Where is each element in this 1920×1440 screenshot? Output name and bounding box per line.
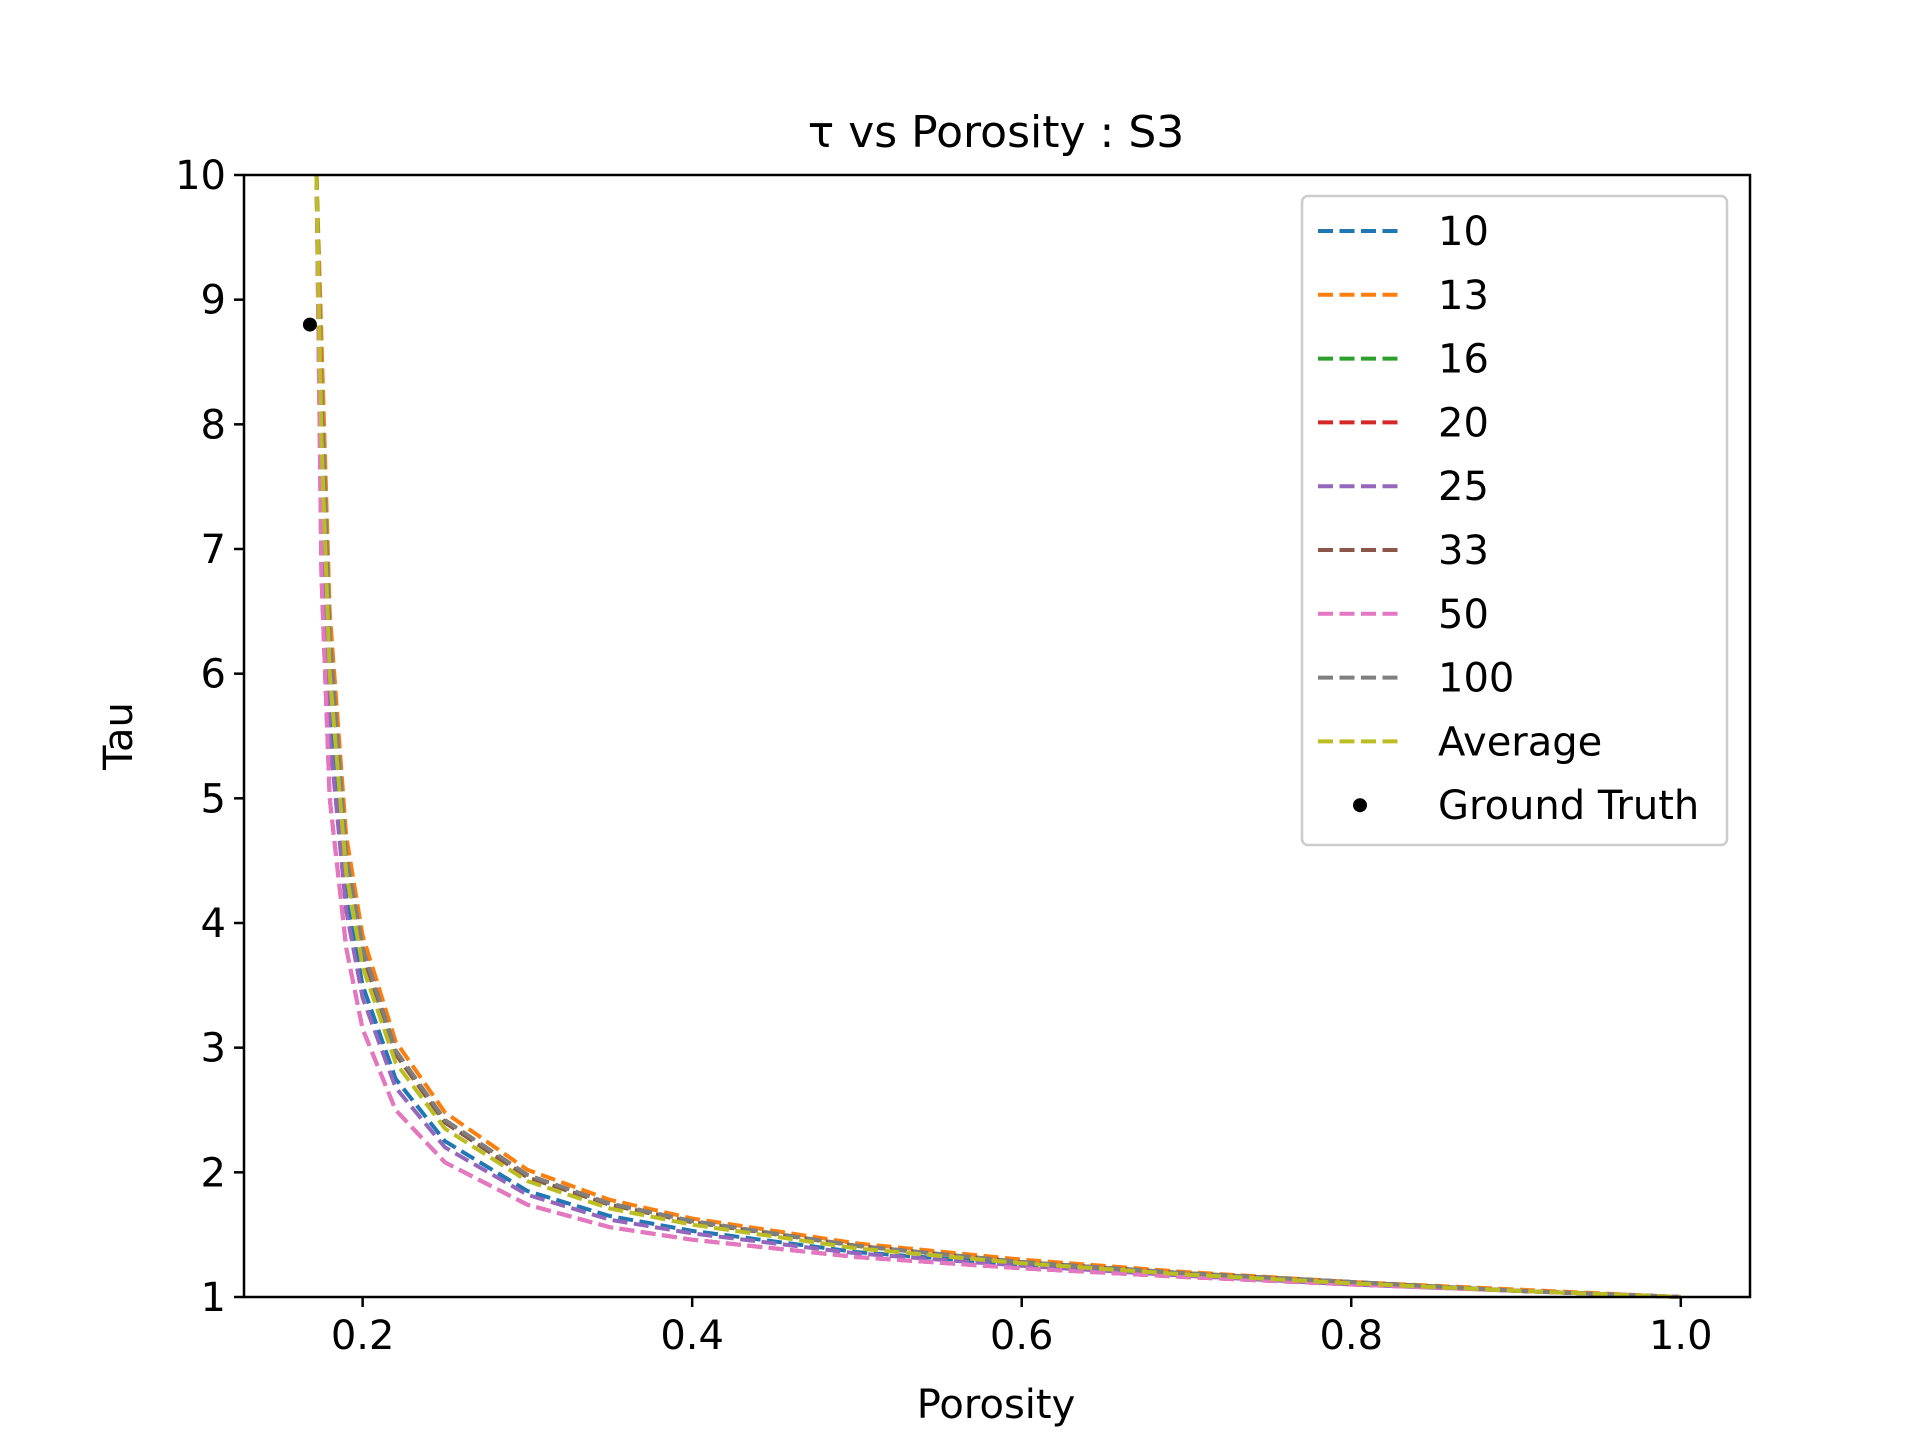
- y-tick-label: 3: [201, 1026, 226, 1072]
- legend-items: 10 13 16 20 25 33 50 100 Average Ground Truth: [1318, 209, 1699, 829]
- x-axis: 0.2 0.4 0.6 0.8 1.0: [331, 1297, 1713, 1359]
- points-layer: [302, 317, 317, 332]
- legend-box: [1300, 194, 1729, 847]
- legend-label-6: 50: [1438, 592, 1489, 638]
- series-line-8: [314, 174, 1681, 1299]
- chart-title: τ vs Porosity : S3: [808, 107, 1185, 158]
- y-tick-label: 4: [201, 901, 226, 947]
- legend-label-7: 100: [1438, 656, 1514, 702]
- x-tick-label: 0.6: [990, 1313, 1054, 1359]
- legend-swatch-9: [1353, 798, 1367, 813]
- legend-label-0: 10: [1438, 209, 1489, 255]
- y-tick-label: 9: [201, 278, 226, 324]
- x-tick-label: 0.8: [1319, 1313, 1383, 1359]
- series-line-6: [314, 174, 1681, 1299]
- legend-label-5: 33: [1438, 528, 1489, 574]
- legend-label-2: 16: [1438, 337, 1489, 383]
- x-tick-label: 1.0: [1649, 1313, 1713, 1359]
- legend-label-3: 20: [1438, 400, 1489, 446]
- legend-label-1: 13: [1438, 273, 1489, 319]
- x-tick-label: 0.4: [660, 1313, 724, 1359]
- x-tick-label: 0.2: [331, 1313, 395, 1359]
- y-tick-label: 5: [201, 776, 226, 822]
- y-tick-label: 1: [201, 1275, 226, 1321]
- y-axis-label: Tau: [96, 702, 142, 771]
- y-tick-label: 10: [175, 153, 226, 199]
- ground-truth-point: [302, 317, 317, 332]
- y-tick-label: 7: [201, 527, 226, 573]
- series-line-7: [314, 174, 1681, 1299]
- legend-label-9: Ground Truth: [1438, 783, 1699, 829]
- plot-frame: [242, 173, 1752, 1299]
- legend-label-4: 25: [1438, 464, 1489, 510]
- y-tick-label: 2: [201, 1150, 226, 1196]
- legend-label-8: Average: [1438, 719, 1602, 765]
- y-tick-label: 8: [201, 402, 226, 448]
- y-tick-label: 6: [201, 652, 226, 698]
- series-layer: [314, 174, 1681, 1299]
- x-axis-label: Porosity: [917, 1382, 1076, 1428]
- y-axis: 1 2 3 4 5 6 7 8 9 10: [175, 153, 244, 1321]
- legend: 10 13 16 20 25 33 50 100 Average Ground Truth: [1300, 194, 1729, 847]
